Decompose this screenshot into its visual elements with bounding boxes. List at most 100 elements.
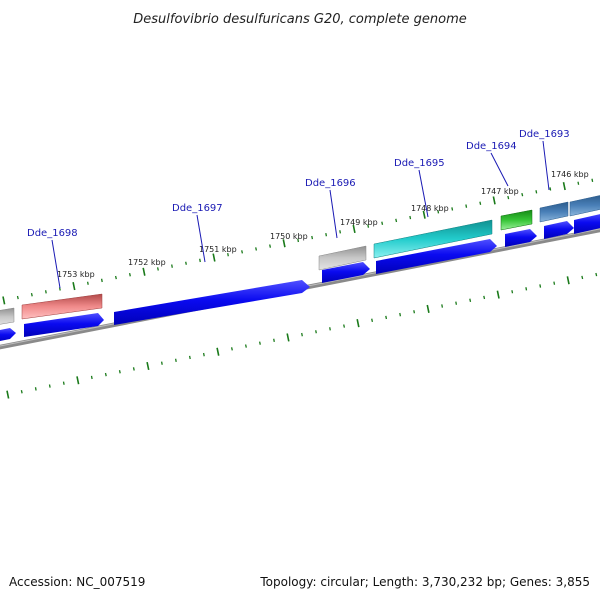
minor-tick xyxy=(20,390,23,394)
gene-label-leader xyxy=(329,189,338,239)
major-tick xyxy=(216,347,220,356)
major-tick xyxy=(422,210,426,219)
minor-tick xyxy=(381,221,384,225)
minor-tick xyxy=(86,281,89,285)
minor-tick xyxy=(34,387,37,391)
cds-arrow-dde-1698[interactable] xyxy=(24,313,104,337)
minor-tick xyxy=(185,261,187,265)
minor-tick xyxy=(367,224,370,228)
gene-labels: Dde_1698 Dde_1697 Dde_1696 Dde_1695 Dde_… xyxy=(27,129,570,289)
minor-tick xyxy=(16,295,19,300)
minor-tick xyxy=(525,287,528,291)
minor-tick xyxy=(62,381,65,385)
major-tick xyxy=(212,253,216,262)
minor-tick xyxy=(479,201,482,205)
gene-label-dde-1694[interactable]: Dde_1694 xyxy=(466,141,517,152)
minor-tick xyxy=(465,204,468,208)
minor-tick xyxy=(591,178,594,183)
minor-tick xyxy=(521,192,524,197)
minor-tick xyxy=(595,272,598,277)
minor-tick xyxy=(577,181,580,185)
minor-tick xyxy=(202,352,205,357)
kbp-label: 1751 kbp xyxy=(199,245,237,254)
minor-tick xyxy=(399,312,402,317)
minor-tick xyxy=(549,187,552,191)
gene-label-leader xyxy=(196,214,206,263)
minor-tick xyxy=(156,267,159,271)
minor-tick xyxy=(469,298,472,303)
major-tick xyxy=(356,319,360,328)
major-tick xyxy=(496,290,500,299)
gene-label-leader xyxy=(490,152,509,187)
minor-tick xyxy=(451,207,454,211)
minor-tick xyxy=(371,318,374,323)
feature-steel-right[interactable] xyxy=(569,195,600,217)
major-tick xyxy=(72,282,76,291)
kbp-label: 1749 kbp xyxy=(340,218,378,227)
gene-label-dde-1696[interactable]: Dde_1696 xyxy=(305,178,356,189)
minor-tick xyxy=(188,355,191,360)
major-tick xyxy=(76,376,80,385)
cds-arrow-left-edge[interactable] xyxy=(0,328,16,343)
minor-tick xyxy=(297,238,300,243)
cds-arrow-right-edge[interactable] xyxy=(574,213,600,234)
kbp-label: 1747 kbp xyxy=(481,187,519,196)
minor-tick xyxy=(339,230,342,234)
cds-arrow-dde-1695[interactable] xyxy=(376,239,497,274)
minor-tick xyxy=(315,330,317,334)
major-tick xyxy=(426,304,430,313)
kbp-labels: 1753 kbp 1752 kbp 1751 kbp 1750 kbp 1749… xyxy=(57,170,589,279)
minor-tick xyxy=(395,218,398,223)
gene-label-dde-1697[interactable]: Dde_1697 xyxy=(172,203,223,214)
cds-arrow-dde-1696[interactable] xyxy=(322,262,370,283)
gene-label-leader xyxy=(51,239,61,289)
minor-tick xyxy=(104,372,107,377)
kbp-label: 1748 kbp xyxy=(411,204,449,213)
minor-tick xyxy=(483,295,486,300)
minor-tick xyxy=(90,375,93,380)
minor-tick xyxy=(581,275,584,280)
feature-green[interactable] xyxy=(500,209,533,231)
feature-gray-left[interactable] xyxy=(0,307,15,326)
feature-red[interactable] xyxy=(21,293,103,320)
feature-steel-left[interactable] xyxy=(539,201,569,223)
minor-tick xyxy=(44,290,47,294)
major-tick xyxy=(492,196,496,205)
cds-arrow-dde-1697[interactable] xyxy=(114,280,310,325)
minor-tick xyxy=(507,195,510,200)
position-ticks-lower xyxy=(6,272,598,399)
minor-tick xyxy=(511,290,514,294)
accession-text: Accession: NC_007519 xyxy=(9,575,145,589)
gene-label-dde-1695[interactable]: Dde_1695 xyxy=(394,158,445,169)
minor-tick xyxy=(258,341,261,345)
major-tick xyxy=(6,390,10,399)
major-tick xyxy=(282,239,286,248)
minor-tick xyxy=(441,304,444,308)
feature-cyan[interactable] xyxy=(373,219,493,259)
major-tick xyxy=(2,296,6,305)
map-title: Desulfovibrio desulfuricans G20, complet… xyxy=(133,12,467,27)
gene-label-dde-1693[interactable]: Dde_1693 xyxy=(519,129,570,140)
minor-tick xyxy=(539,284,542,288)
minor-tick xyxy=(48,384,51,388)
cds-arrow-dde-1693[interactable] xyxy=(544,221,574,239)
minor-tick xyxy=(30,292,33,297)
minor-tick xyxy=(301,332,303,337)
minor-tick xyxy=(437,210,440,214)
minor-tick xyxy=(100,278,103,283)
minor-tick xyxy=(553,281,556,285)
position-ticks-upper xyxy=(2,178,594,305)
minor-tick xyxy=(132,367,135,371)
gene-label-leader xyxy=(542,140,550,191)
gene-label-dde-1698[interactable]: Dde_1698 xyxy=(27,228,78,239)
cds-arrow-dde-1694[interactable] xyxy=(505,229,537,247)
feature-track xyxy=(0,195,600,326)
minor-tick xyxy=(385,315,388,320)
gene-label-leader xyxy=(418,169,429,218)
minor-tick xyxy=(160,361,163,365)
minor-tick xyxy=(114,275,117,280)
kbp-label: 1753 kbp xyxy=(57,270,95,279)
minor-tick xyxy=(329,327,331,331)
feature-gray[interactable] xyxy=(318,245,367,271)
genome-info-text: Topology: circular; Length: 3,730,232 bp… xyxy=(259,575,590,589)
